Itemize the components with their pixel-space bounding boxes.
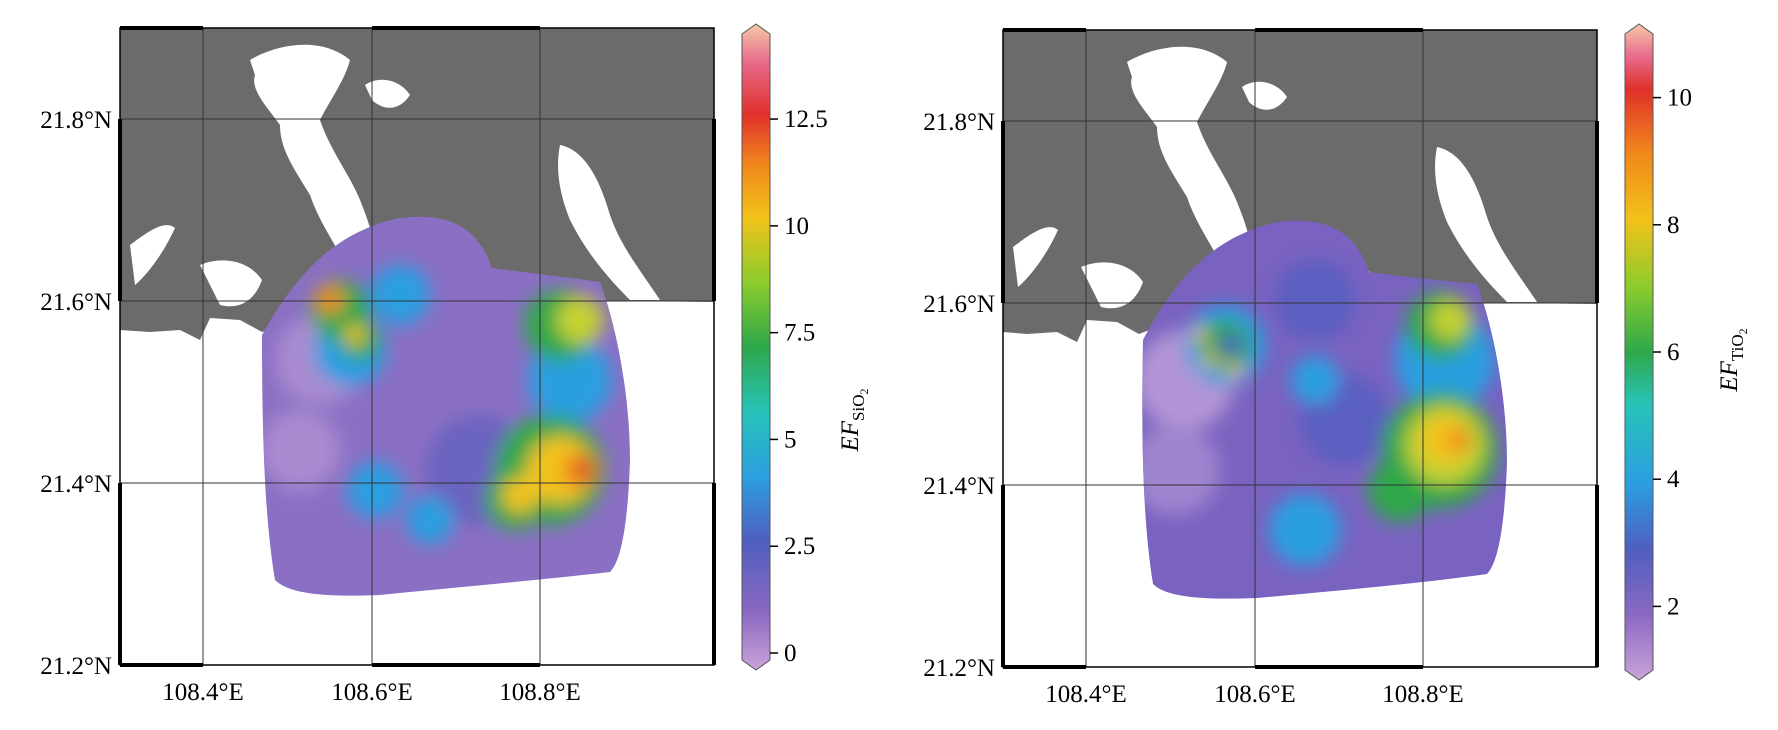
map-frame-ticks xyxy=(1001,28,1599,669)
estuary-inlet xyxy=(1013,227,1058,287)
lat-label: 21.2°N xyxy=(40,653,112,680)
lat-label: 21.4°N xyxy=(923,473,995,500)
map-panel-sio2: 21.8°N 21.6°N 21.4°N 21.2°N 108.4°E 108.… xyxy=(0,0,885,730)
colorbar-label: EFSiO2 xyxy=(837,388,871,452)
estuary-inlet xyxy=(130,225,175,285)
colorbar-tick-label: 4 xyxy=(1667,466,1680,493)
estuary-inlet xyxy=(365,79,410,108)
sio2-enrichment-map: 21.8°N 21.6°N 21.4°N 21.2°N 108.4°E 108.… xyxy=(40,23,871,706)
lon-label: 108.8°E xyxy=(1382,681,1464,708)
estuary-inlet xyxy=(1242,81,1287,110)
estuary-inlet xyxy=(1081,262,1143,309)
graticule xyxy=(120,28,714,665)
tio2-enrichment-map: 21.8°N 21.6°N 21.4°N 21.2°N 108.4°E 108.… xyxy=(923,23,1750,708)
colorbar-tick-label: 7.5 xyxy=(784,320,815,347)
enrichment-field xyxy=(1142,220,1507,599)
estuary-inlet xyxy=(1435,147,1537,302)
colorbar-tick-label: 0 xyxy=(784,640,797,667)
lat-label: 21.2°N xyxy=(923,655,995,682)
colorbar-ticks: 2 4 6 8 10 xyxy=(1653,85,1692,620)
map-panel-tio2: 21.8°N 21.6°N 21.4°N 21.2°N 108.4°E 108.… xyxy=(885,0,1778,730)
colorbar-tick-label: 10 xyxy=(1667,85,1692,112)
estuary-inlet xyxy=(558,145,660,300)
lat-label: 21.8°N xyxy=(40,107,112,134)
lon-label: 108.6°E xyxy=(1214,681,1296,708)
lon-label: 108.4°E xyxy=(1045,681,1127,708)
colorbar-ticks: 0 2.5 5 7.5 10 12.5 xyxy=(770,106,828,667)
lat-label: 21.4°N xyxy=(40,471,112,498)
map-frame-ticks xyxy=(118,26,716,667)
colorbar-label: EFTiO2 xyxy=(1716,328,1750,392)
colorbar: 2 4 6 8 10 EFTiO2 xyxy=(1624,23,1750,681)
lon-label: 108.8°E xyxy=(499,679,581,706)
lat-label: 21.6°N xyxy=(40,289,112,316)
enrichment-field xyxy=(262,216,630,596)
colorbar-tick-label: 12.5 xyxy=(784,106,828,133)
lat-label: 21.8°N xyxy=(923,109,995,136)
estuary-inlet xyxy=(1127,46,1252,280)
colorbar-tick-label: 2 xyxy=(1667,593,1680,620)
colorbar-tick-label: 6 xyxy=(1667,339,1680,366)
estuary-inlet xyxy=(200,260,262,307)
colorbar-tick-label: 8 xyxy=(1667,212,1680,239)
colorbar-tick-label: 5 xyxy=(784,426,797,453)
graticule xyxy=(1003,30,1597,667)
lat-label: 21.6°N xyxy=(923,291,995,318)
colorbar-tick-label: 10 xyxy=(784,213,809,240)
colorbar-tick-label: 2.5 xyxy=(784,533,815,560)
estuary-inlet xyxy=(250,44,375,278)
lon-label: 108.6°E xyxy=(331,679,413,706)
colorbar: 0 2.5 5 7.5 10 12.5 EFSiO2 xyxy=(741,23,871,671)
lon-label: 108.4°E xyxy=(162,679,244,706)
